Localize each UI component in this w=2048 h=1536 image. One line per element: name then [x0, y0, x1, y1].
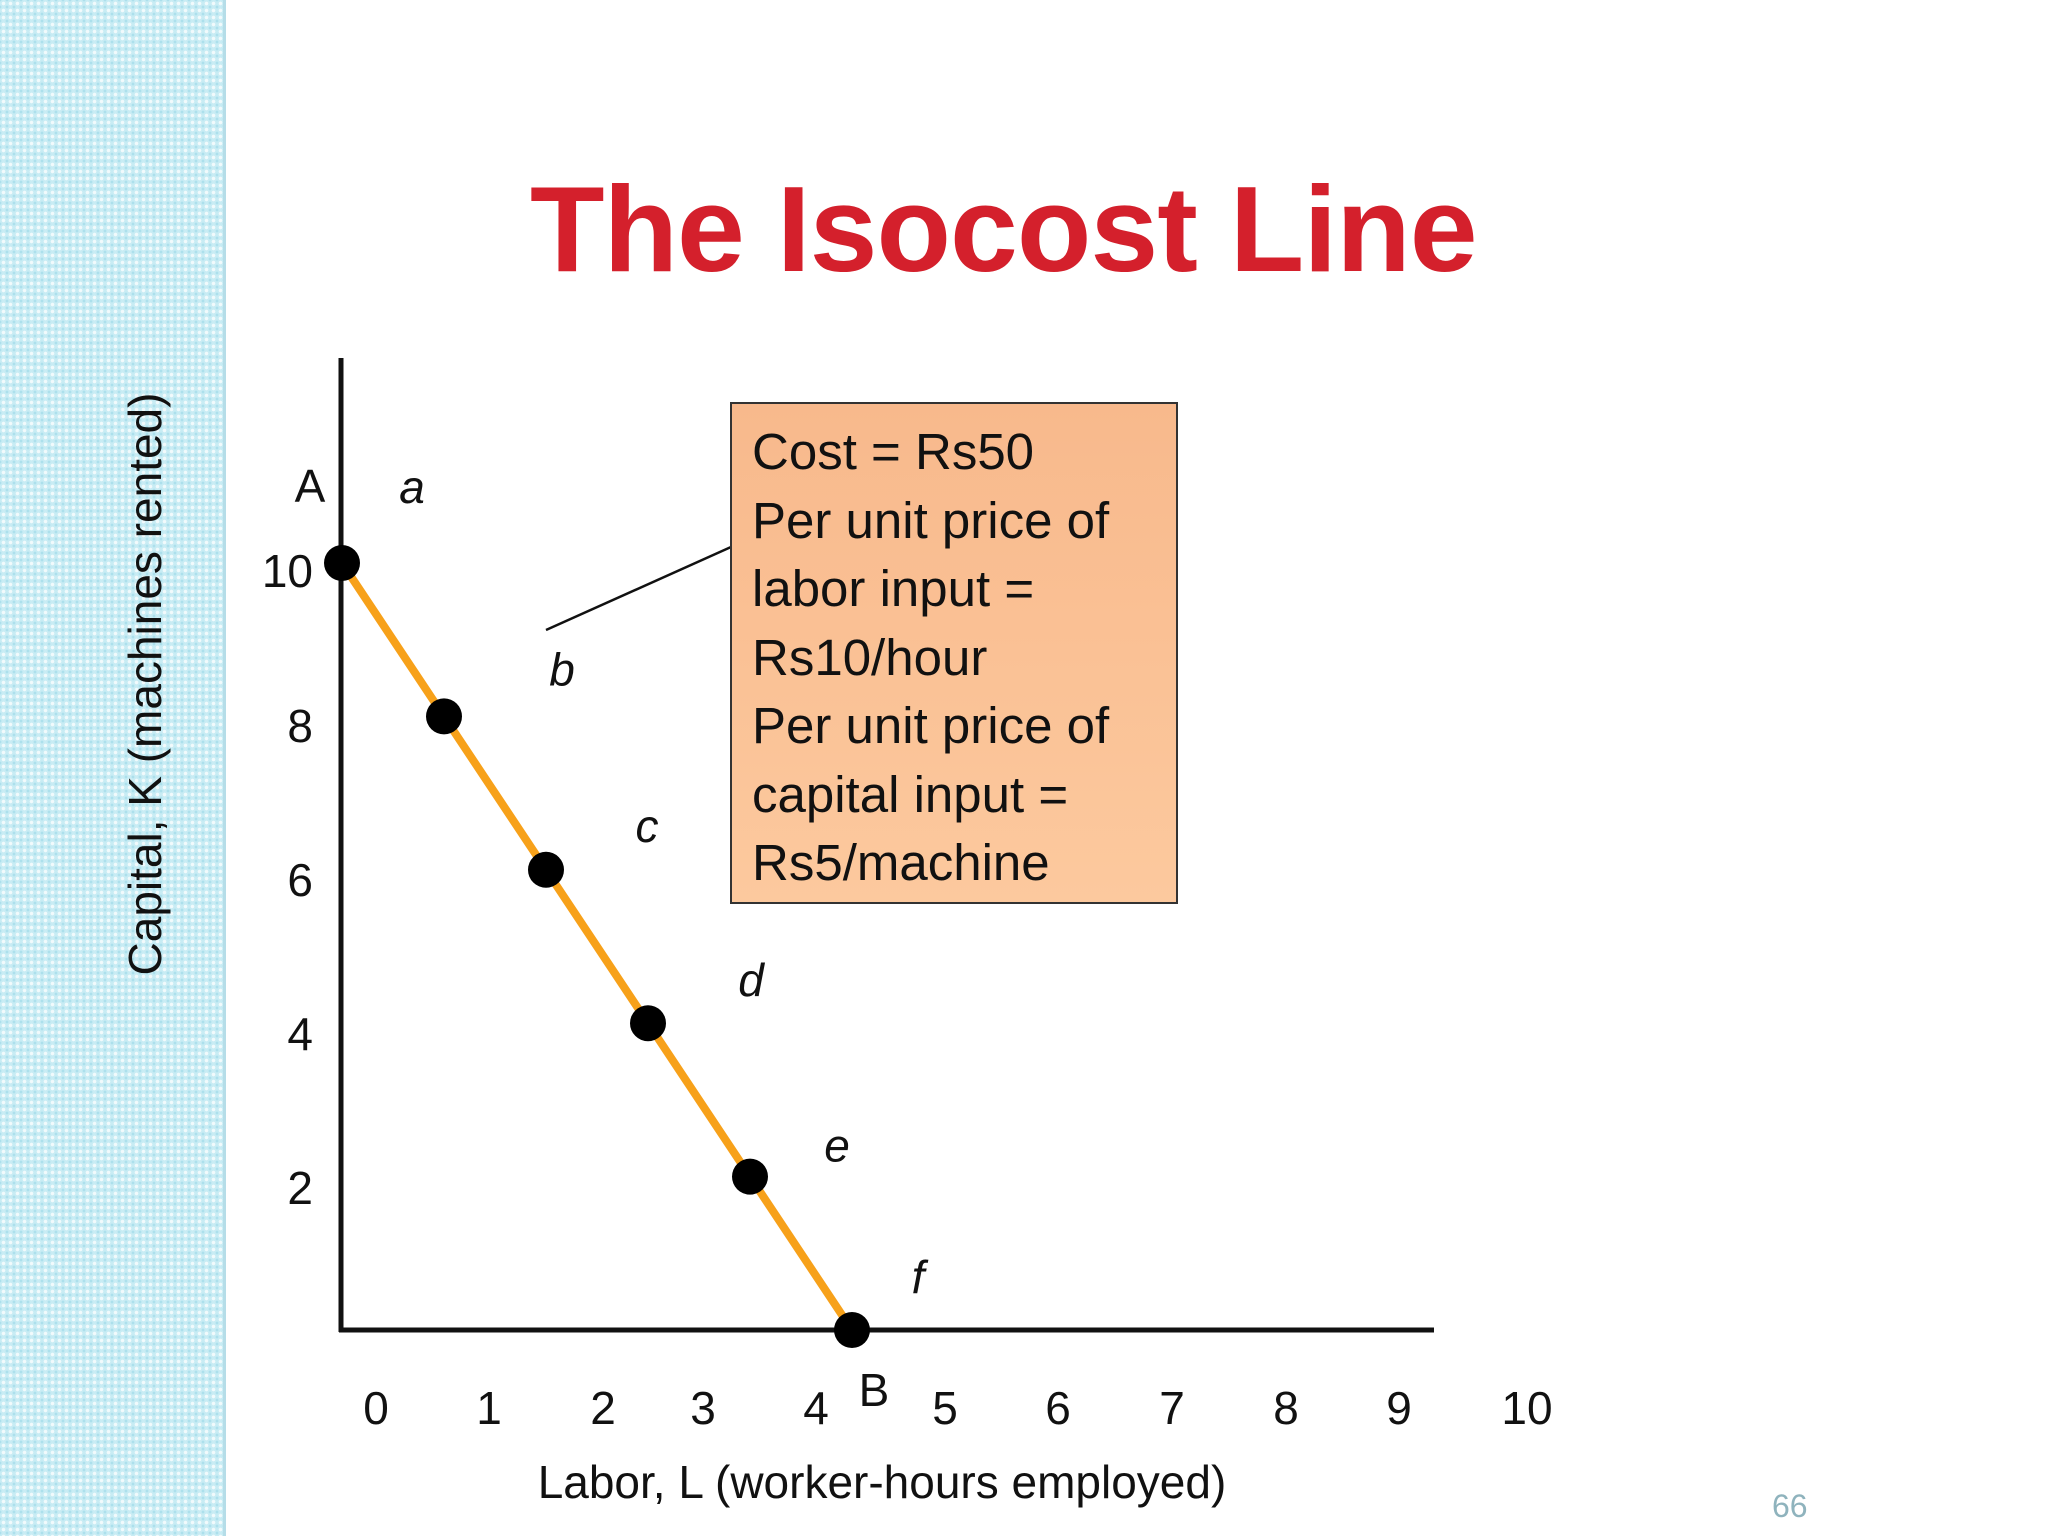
- decorative-side-strip: [0, 0, 226, 1536]
- info-line-labor-price-1: Per unit price of: [752, 491, 1110, 549]
- x-tick-label: 9: [1386, 1382, 1412, 1434]
- x-tick-label: 7: [1159, 1382, 1185, 1434]
- y-axis-title: Capital, K (machines rented): [119, 393, 171, 976]
- x-axis-title: Labor, L (worker-hours employed): [538, 1456, 1227, 1508]
- data-point: [528, 851, 564, 888]
- callout-pointer: [545, 545, 732, 632]
- cost-info-box: Cost = Rs50 Per unit price of labor inpu…: [730, 402, 1178, 904]
- y-intercept-label: A: [295, 460, 326, 512]
- x-tick-label: 10: [1501, 1382, 1552, 1434]
- x-tick-label: 4: [803, 1382, 829, 1434]
- y-tick-label: 2: [287, 1162, 313, 1214]
- y-tick-label: 4: [287, 1008, 313, 1060]
- data-point: [426, 698, 462, 735]
- info-line-labor-price-2: labor input =: [752, 560, 1035, 617]
- data-point: [324, 545, 360, 581]
- data-point-label: f: [912, 1251, 929, 1303]
- x-tick-label: 8: [1273, 1382, 1299, 1434]
- info-line-capital-price-2: capital input =: [752, 765, 1069, 823]
- slide-number: 66: [1772, 1488, 1808, 1524]
- data-point-label: d: [738, 954, 765, 1006]
- data-point-label: b: [549, 643, 575, 695]
- x-tick-label: 0: [363, 1382, 389, 1434]
- x-tick-label: 5: [932, 1382, 958, 1434]
- data-point-label: a: [399, 461, 425, 513]
- info-line-capital-price-3: Rs5/machine: [752, 834, 1050, 891]
- info-line-capital-price-1: Per unit price of: [752, 697, 1110, 754]
- data-point-label: e: [824, 1120, 850, 1172]
- x-tick-label: 2: [590, 1382, 616, 1434]
- isocost-line: [338, 559, 856, 1334]
- info-line-cost: Cost = Rs50: [752, 423, 1035, 480]
- y-tick-label: 8: [287, 700, 313, 752]
- x-tick-label: 3: [690, 1382, 716, 1434]
- y-tick-label: 6: [287, 854, 313, 906]
- x-tick-label: 6: [1045, 1382, 1071, 1434]
- data-point: [732, 1158, 768, 1195]
- data-point: [630, 1005, 666, 1042]
- x-intercept-label: B: [859, 1364, 890, 1416]
- x-tick-label: 1: [476, 1382, 502, 1434]
- data-point-label: c: [636, 800, 659, 852]
- info-line-labor-price-3: Rs10/hour: [752, 628, 988, 686]
- slide-title: The Isocost Line: [530, 161, 1478, 297]
- data-point: [834, 1312, 870, 1348]
- y-tick-label: 10: [262, 545, 313, 597]
